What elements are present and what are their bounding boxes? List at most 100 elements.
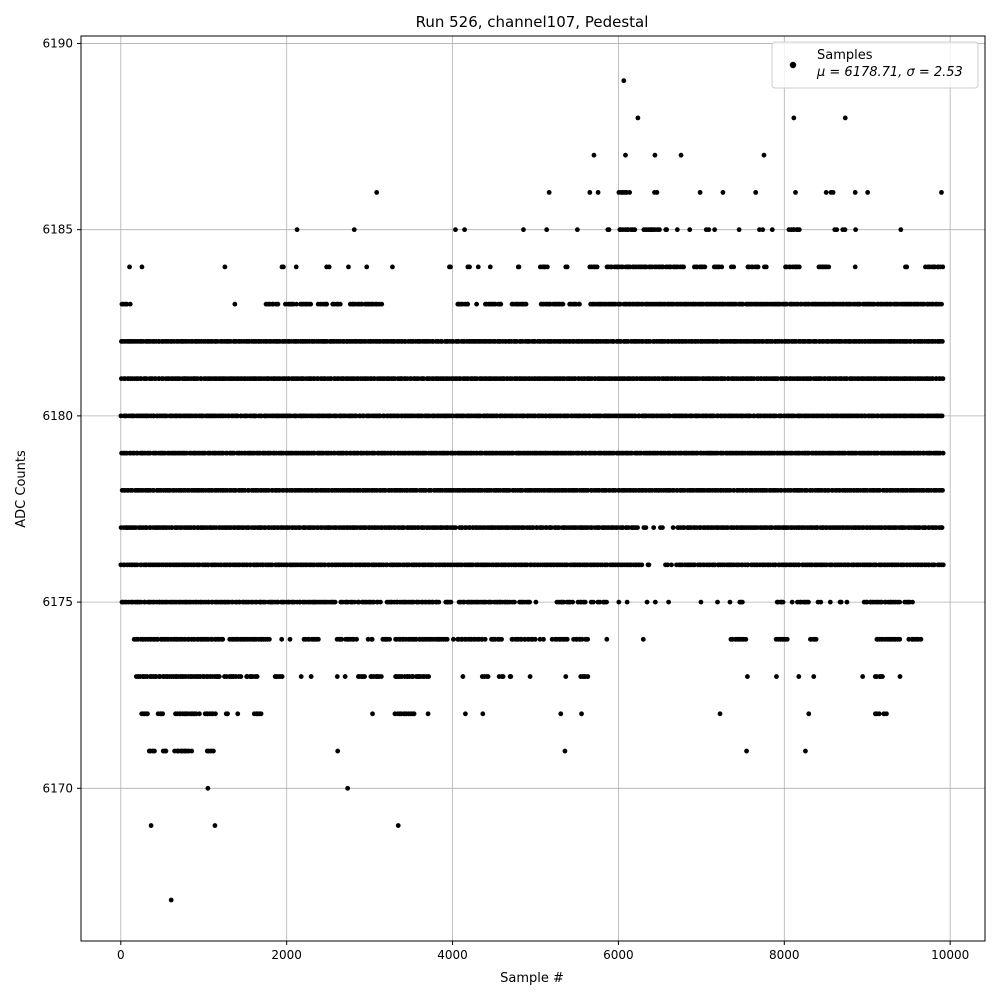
sample-point: [467, 264, 472, 270]
sample-point: [806, 599, 811, 605]
sample-point: [211, 748, 216, 754]
sample-point: [356, 599, 362, 605]
sample-point: [910, 599, 915, 605]
sample-point: [499, 636, 504, 642]
sample-point: [585, 674, 591, 679]
sample-point: [421, 376, 427, 382]
plot-frame: [80, 35, 986, 942]
sample-point: [160, 711, 166, 717]
sample-point: [702, 264, 708, 270]
sample-point: [168, 897, 174, 903]
y-tick-label: 6185: [42, 223, 73, 237]
sample-point: [784, 636, 790, 642]
sample-point: [326, 264, 332, 270]
sample-point: [262, 599, 268, 605]
sample-point: [577, 301, 582, 307]
sample-point: [789, 599, 795, 605]
sample-point: [780, 599, 786, 605]
sample-point: [611, 338, 616, 344]
sample-point: [623, 152, 628, 158]
sample-point: [670, 525, 676, 530]
sample-point: [627, 190, 633, 195]
sample-point: [706, 227, 712, 233]
sample-point: [560, 301, 566, 307]
sample-point: [654, 190, 660, 195]
sample-point: [523, 301, 529, 307]
sample-point: [216, 674, 222, 679]
sample-point: [337, 301, 343, 307]
sample-point: [448, 599, 454, 605]
sample-point: [220, 636, 226, 642]
sample-point: [231, 450, 237, 456]
sample-point: [339, 636, 345, 642]
sample-point: [127, 264, 132, 270]
sample-point: [527, 599, 533, 605]
sample-point: [500, 674, 506, 679]
sample-point: [793, 190, 798, 195]
sample-point: [838, 599, 844, 605]
sample-point: [371, 599, 377, 605]
sample-point: [715, 599, 720, 605]
sample-point: [591, 152, 597, 158]
sample-point: [939, 338, 945, 344]
sample-point: [760, 227, 766, 233]
sample-point: [148, 823, 154, 828]
sample-point: [377, 413, 383, 419]
sample-point: [281, 264, 286, 270]
sample-point: [498, 301, 504, 307]
y-axis: 6170 6175 6180 6185 6190: [42, 36, 81, 795]
x-axis: 0 2000 4000 6000 8000 10000: [117, 941, 969, 962]
sample-point: [222, 264, 228, 270]
sample-point: [830, 190, 836, 195]
sample-point: [332, 599, 338, 605]
sample-point: [225, 711, 230, 717]
sample-point: [579, 711, 584, 717]
sample-point: [823, 190, 829, 195]
chart-title: Run 526, channel107, Pedestal: [416, 13, 649, 31]
sample-point: [763, 264, 769, 270]
sample-point: [806, 711, 812, 717]
sample-point: [353, 413, 359, 419]
sample-point: [632, 413, 638, 419]
sample-point: [395, 823, 401, 828]
sample-point: [632, 227, 638, 233]
sample-point: [664, 227, 670, 233]
sample-point: [532, 636, 538, 642]
sample-point: [646, 562, 652, 568]
sample-point: [562, 748, 568, 754]
sample-point: [753, 190, 759, 195]
sample-point: [544, 264, 550, 270]
sample-point: [930, 376, 936, 382]
sample-point: [346, 264, 351, 270]
sample-point: [618, 301, 623, 307]
sample-point: [739, 599, 745, 605]
sample-point: [940, 450, 946, 456]
sample-point: [640, 636, 646, 642]
sample-point: [453, 525, 458, 530]
sample-point: [879, 599, 885, 605]
sample-point: [558, 711, 564, 717]
y-axis-label: ADC Counts: [14, 450, 29, 528]
sample-point: [587, 190, 593, 195]
legend-box: [771, 41, 979, 89]
sample-point: [287, 636, 293, 642]
data-points: [118, 78, 946, 903]
sample-point: [898, 227, 904, 233]
sample-point: [487, 264, 493, 270]
sample-point: [860, 674, 866, 679]
sample-point: [796, 562, 802, 568]
sample-point: [940, 562, 946, 568]
sample-point: [918, 636, 924, 642]
sample-point: [294, 227, 300, 233]
y-tick-label: 6190: [42, 36, 73, 50]
sample-point: [939, 413, 945, 419]
sample-point: [549, 525, 554, 530]
sample-point: [853, 227, 859, 233]
sample-point: [590, 599, 596, 605]
sample-point: [425, 711, 431, 717]
sample-point: [334, 674, 340, 679]
sample-point: [533, 599, 539, 605]
sample-point: [152, 748, 157, 754]
sample-point: [842, 227, 848, 233]
sample-point: [876, 711, 882, 717]
